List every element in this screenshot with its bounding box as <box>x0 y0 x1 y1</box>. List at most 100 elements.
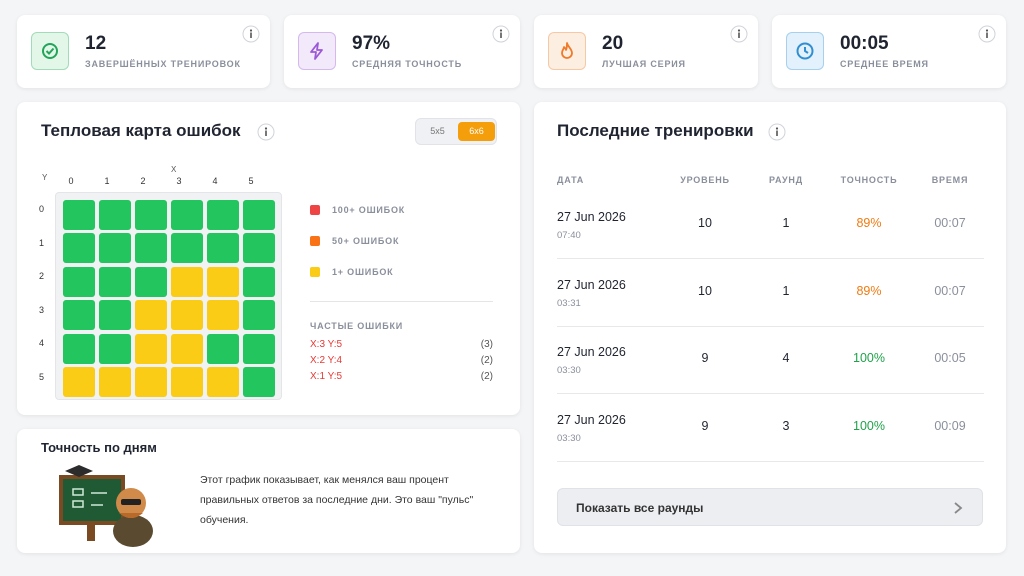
row-date: 27 Jun 2026 <box>557 210 626 224</box>
row-duration: 00:05 <box>934 351 966 365</box>
heatmap-cell[interactable] <box>243 200 275 230</box>
info-icon <box>978 25 996 43</box>
toggle-option[interactable]: 6x6 <box>458 122 495 141</box>
y-tick-label: 2 <box>39 271 45 282</box>
table-row[interactable]: 27 Jun 2026 07:40 10 1 89% 00:07 <box>534 208 1006 264</box>
heatmap-cell[interactable] <box>63 300 95 331</box>
stat-label: ЛУЧШАЯ СЕРИЯ <box>602 59 686 69</box>
heatmap-cell[interactable] <box>243 233 275 264</box>
heatmap-cell[interactable] <box>171 233 203 264</box>
stat-value: 97% <box>352 33 391 54</box>
show-all-button[interactable]: Показать все раунды <box>557 488 983 526</box>
table-header: ВРЕМЯ <box>931 175 969 185</box>
row-divider <box>557 460 984 462</box>
info-icon <box>492 25 510 43</box>
heatmap-cell[interactable] <box>243 266 275 297</box>
frequent-cell: X:3 Y:5 <box>310 339 343 350</box>
row-time: 03:31 <box>557 297 581 309</box>
frequent-count: (2) <box>480 355 493 366</box>
x-tick-label: 0 <box>68 176 74 186</box>
row-accuracy: 100% <box>853 351 885 365</box>
heatmap-cell[interactable] <box>63 266 95 297</box>
heatmap-cell[interactable] <box>99 333 131 364</box>
row-date: 27 Jun 2026 <box>557 412 626 427</box>
chevron <box>954 502 963 514</box>
table-row[interactable]: 27 Jun 2026 03:31 10 1 89% 00:07 <box>534 276 1006 332</box>
accuracy-title: Точность по дням <box>41 440 157 455</box>
heatmap-cell[interactable] <box>135 200 167 230</box>
heatmap-cell[interactable] <box>135 300 167 331</box>
heatmap-cell[interactable] <box>99 233 131 264</box>
y-tick-label: 1 <box>39 237 45 248</box>
row-date: 27 Jun 2026 <box>557 345 626 359</box>
table-header: РАУНД <box>769 175 803 185</box>
heatmap-cell[interactable] <box>99 266 131 297</box>
heatmap-cell[interactable] <box>99 300 131 331</box>
table-header: ДАТА <box>557 175 585 185</box>
heatmap-cell[interactable] <box>207 333 239 364</box>
row-date: 27 Jun 2026 <box>557 277 626 292</box>
row-accuracy: 89% <box>856 283 882 298</box>
heatmap-cell[interactable] <box>171 333 203 364</box>
heatmap-cell[interactable] <box>171 300 203 331</box>
heatmap-cell[interactable] <box>207 266 239 297</box>
table-row[interactable]: 27 Jun 2026 03:30 9 4 100% 00:05 <box>534 343 1006 399</box>
info-icon <box>257 123 275 141</box>
legend-label: 1+ ОШИБОК <box>332 267 394 277</box>
y-tick-label: 0 <box>39 204 45 214</box>
stat-value: 00:05 <box>840 33 889 54</box>
row-round: 4 <box>782 351 790 365</box>
heatmap-cell[interactable] <box>63 367 95 397</box>
stat-icon-glyph <box>310 42 323 60</box>
y-tick-label: 5 <box>39 372 45 382</box>
heatmap-cell[interactable] <box>171 266 203 297</box>
x-tick-label: 3 <box>176 176 182 186</box>
toggle-option[interactable]: 5x5 <box>430 126 445 136</box>
heatmap-cell[interactable] <box>135 233 167 264</box>
heatmap-cell[interactable] <box>243 367 275 397</box>
heatmap-cell[interactable] <box>207 233 239 264</box>
row-duration: 00:07 <box>934 283 966 298</box>
heatmap-cell[interactable] <box>171 200 203 230</box>
row-accuracy: 100% <box>853 418 885 433</box>
row-accuracy: 89% <box>856 216 882 230</box>
row-duration: 00:07 <box>934 216 966 230</box>
heatmap-title: Тепловая карта ошибок <box>41 121 241 140</box>
y-axis-label: Y <box>42 173 48 182</box>
heatmap-cell[interactable] <box>243 333 275 364</box>
row-time: 03:30 <box>557 365 581 376</box>
heatmap-cell[interactable] <box>135 367 167 397</box>
stat-icon <box>298 32 336 70</box>
heatmap-cell[interactable] <box>99 200 131 230</box>
heatmap-cell[interactable] <box>135 333 167 364</box>
row-round: 3 <box>782 418 790 433</box>
legend-swatch <box>310 267 320 277</box>
table-row[interactable]: 27 Jun 2026 03:30 9 3 100% 00:09 <box>534 411 1006 467</box>
x-axis-label: X <box>171 165 177 174</box>
row-time: 03:30 <box>557 432 581 444</box>
heatmap-cell[interactable] <box>207 367 239 397</box>
size-toggle: 5x5 6x6 <box>415 118 497 145</box>
accuracy-text: Этот график показывает, как менялся ваш … <box>200 474 474 526</box>
heatmap-cell[interactable] <box>63 233 95 264</box>
heatmap-cell[interactable] <box>171 367 203 397</box>
info-icon <box>730 25 748 43</box>
heatmap-grid <box>55 192 282 400</box>
divider <box>310 301 493 302</box>
heatmap-cell[interactable] <box>243 300 275 331</box>
heatmap-cell[interactable] <box>63 200 95 230</box>
accuracy-card: Точность по дням Этот график показывает, … <box>17 429 520 553</box>
row-level: 9 <box>701 351 709 365</box>
row-duration: 00:09 <box>934 418 966 433</box>
heatmap-cell[interactable] <box>135 266 167 297</box>
stat-label: СРЕДНЕЕ ВРЕМЯ <box>840 59 929 69</box>
heatmap-cell[interactable] <box>207 200 239 230</box>
legend-label: 100+ ОШИБОК <box>332 205 406 215</box>
heatmap-cell[interactable] <box>99 367 131 397</box>
button-label: Показать все раунды <box>576 501 704 515</box>
info-icon <box>768 123 786 141</box>
table-header: УРОВЕНЬ <box>680 175 730 185</box>
heatmap-cell[interactable] <box>63 333 95 364</box>
heatmap-cell[interactable] <box>207 300 239 331</box>
